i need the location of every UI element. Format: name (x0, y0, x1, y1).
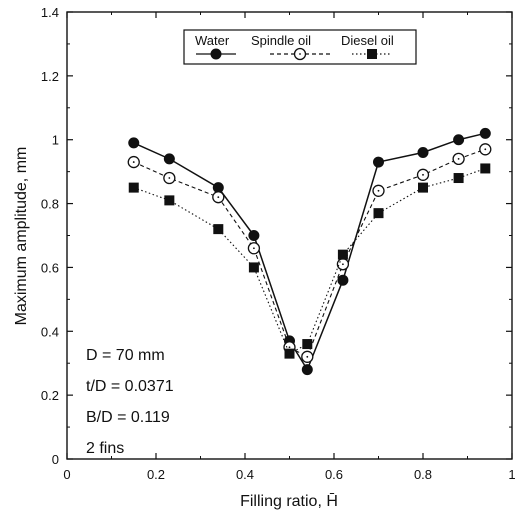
data-point-center (457, 157, 460, 160)
y-tick-label: 0.2 (41, 388, 59, 403)
legend-marker-center (299, 53, 301, 55)
data-point-center (132, 161, 135, 163)
legend-label: Diesel oil (341, 33, 394, 48)
legend-label: Water (195, 33, 230, 48)
data-point (337, 274, 349, 286)
series-diesel-oil (128, 163, 491, 359)
data-point (480, 163, 491, 174)
series-line (133, 167, 486, 355)
data-point (302, 339, 313, 350)
annotation-fin-count: 2 fins (86, 440, 124, 457)
y-tick-label: 0.6 (41, 260, 59, 275)
x-axis-ticks: 0 0.2 0.4 0.6 0.8 1 (63, 12, 516, 482)
data-point (128, 137, 140, 149)
data-point (284, 348, 295, 359)
y-tick-label: 1 (52, 133, 59, 148)
data-point-center (306, 355, 309, 358)
legend-marker (367, 49, 377, 59)
data-point (373, 208, 384, 219)
y-axis-ticks: 0 0.2 0.4 0.6 0.8 1 1.2 1.4 (41, 5, 512, 467)
annotation-block: D = 70 mm t/D = 0.0371 B/D = 0.119 2 fin… (86, 347, 174, 457)
series-line (133, 132, 486, 372)
data-point (213, 224, 224, 235)
x-tick-label: 0 (63, 467, 70, 482)
x-tick-label: 0.4 (236, 467, 254, 482)
data-point (453, 173, 464, 184)
data-point (479, 127, 491, 139)
data-point (453, 134, 465, 146)
data-point (248, 262, 259, 273)
data-point-center (217, 196, 220, 199)
x-tick-label: 0.6 (325, 467, 343, 482)
x-tick-label: 0.8 (414, 467, 432, 482)
y-tick-label: 1.4 (41, 5, 59, 20)
annotation-diameter: D = 70 mm (86, 347, 165, 364)
data-point-center (342, 263, 344, 266)
annotation-breadth-ratio: B/D = 0.119 (86, 409, 170, 426)
legend-marker (210, 48, 222, 60)
legend: Water Spindle oil Diesel oil (183, 29, 417, 65)
data-point (301, 364, 313, 376)
data-point (337, 249, 348, 260)
y-tick-label: 1.2 (41, 69, 59, 84)
x-axis-label: Filling ratio, H̄ (240, 493, 338, 510)
data-point (373, 156, 384, 168)
y-tick-label: 0.8 (41, 197, 59, 212)
data-point (164, 195, 175, 206)
data-point (418, 182, 428, 193)
legend-label: Spindle oil (251, 33, 311, 48)
x-tick-label: 0.2 (147, 467, 165, 482)
data-point-center (168, 177, 171, 179)
data-point-center (422, 173, 424, 176)
series-spindle-oil (127, 143, 492, 363)
y-tick-label: 0.4 (41, 324, 59, 339)
x-tick-label: 1 (508, 467, 515, 482)
series-water (128, 127, 491, 376)
data-point (128, 182, 139, 193)
data-point-center (253, 247, 255, 250)
data-point (417, 146, 429, 158)
data-point (248, 230, 260, 241)
y-axis-label: Maximum amplitude, mm (13, 147, 30, 326)
annotation-thickness-ratio: t/D = 0.0371 (86, 378, 174, 395)
data-point-center (288, 346, 291, 349)
data-point-center (484, 148, 487, 151)
y-tick-label: 0 (52, 452, 59, 467)
data-point (163, 153, 175, 165)
series-layer (127, 127, 492, 376)
data-point-center (377, 189, 380, 192)
series-line (133, 148, 486, 358)
